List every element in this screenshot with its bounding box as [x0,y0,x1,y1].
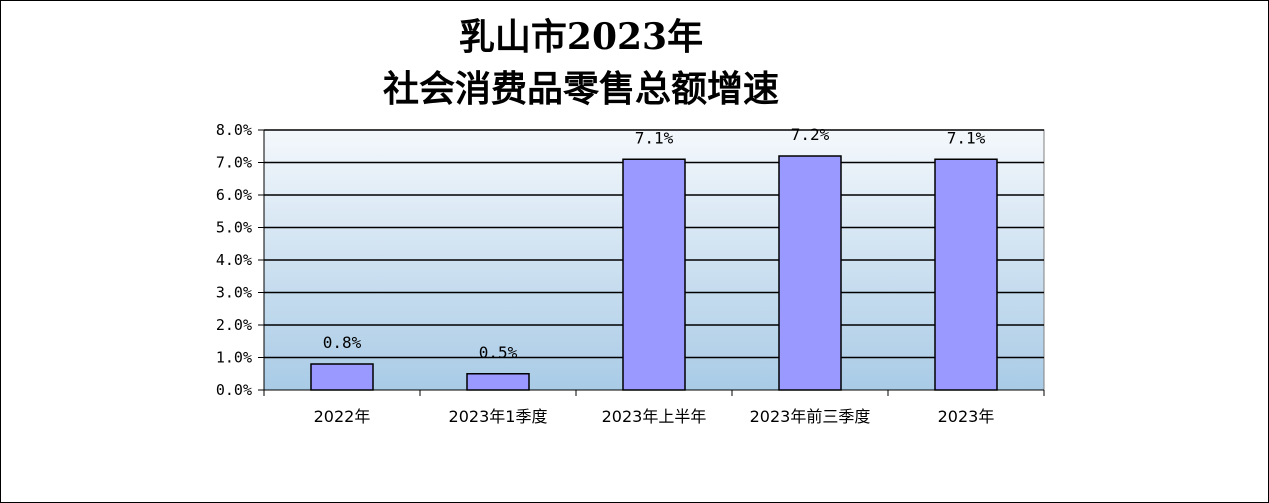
x-category-label: 2022年 [314,407,371,426]
data-label: 0.5% [479,343,518,362]
x-axis-categories: 2022年 2023年1季度 2023年上半年 2023年前三季度 2023年 [314,407,995,426]
bar [934,158,998,391]
y-tick-label: 2.0% [216,316,252,334]
bar [622,158,686,391]
y-tick-label: 6.0% [216,186,252,204]
bars [310,155,998,391]
bar [310,363,374,391]
y-tick-label: 1.0% [216,349,252,367]
data-label: 7.2% [791,125,830,144]
chart-title-line2: 社会消费品零售总额增速 [382,68,779,110]
y-tick-label: 0.0% [216,381,252,399]
y-tick-label: 3.0% [216,284,252,302]
bar [778,155,842,391]
data-label: 7.1% [635,128,674,147]
axes [258,129,1045,396]
y-tick-label: 5.0% [216,219,252,237]
bar [466,373,530,391]
chart-title-line1: 乳山市2023年 [458,16,704,58]
x-category-label: 2023年 [938,407,995,426]
y-tick-label: 4.0% [216,251,252,269]
y-axis-ticks: 0.0% 1.0% 2.0% 3.0% 4.0% 5.0% 6.0% 7.0% 8.0% [216,121,252,399]
y-tick-label: 8.0% [216,121,252,139]
data-labels: 0.8% 0.5% 7.1% 7.2% 7.1% [323,125,986,362]
data-label: 7.1% [947,128,986,147]
x-category-label: 2023年前三季度 [750,407,871,426]
data-label: 0.8% [323,333,362,352]
x-category-label: 2023年上半年 [602,407,707,426]
x-category-label: 2023年1季度 [449,407,548,426]
y-tick-label: 7.0% [216,154,252,172]
